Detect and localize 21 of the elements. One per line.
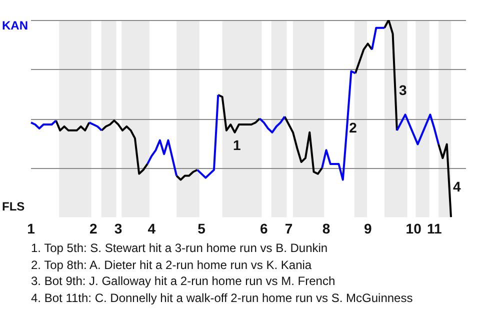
text: 1. Top 5th: S. Stewart hit a 3-run home run vs B. Dunkin	[31, 240, 329, 256]
x-tick-label: 8	[322, 220, 330, 236]
x-tick-label: 2	[89, 220, 98, 236]
x-tick-label: 3	[114, 220, 122, 236]
text: 2. Top 8th: A. Dieter hit a 2-run home run vs K. Kania	[31, 256, 313, 273]
text: 4. Bot 11th: C. Donnelly hit a walk-off 2-run home run vs S. McGuinness	[31, 290, 413, 306]
annotation: 1	[233, 137, 242, 154]
x-tick-label: 6	[260, 220, 268, 236]
x-tick-label: 7	[284, 220, 293, 236]
text: KAN	[2, 18, 28, 32]
x-tick-label: 11	[426, 220, 442, 236]
x-tick-label: 1	[27, 220, 36, 236]
text: 3. Bot 9th: J. Galloway hit a 2-run home run vs M. French	[31, 273, 336, 290]
x-tick-label: 4	[148, 220, 156, 236]
x-tick-label: 5	[198, 220, 206, 236]
text: FLS	[2, 200, 25, 214]
x-tick-label: 10	[406, 220, 422, 236]
annotation: 3	[398, 82, 407, 98]
annotation: 2	[349, 119, 358, 136]
x-tick-label: 9	[364, 220, 372, 236]
annotation: 4	[453, 178, 462, 194]
